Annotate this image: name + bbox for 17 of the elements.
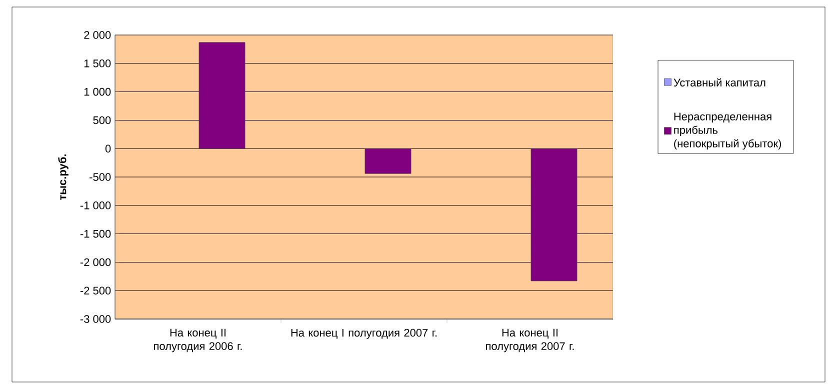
x-tick-label: На конец II полугодия 2007 г. xyxy=(486,328,574,352)
legend-label: Уставный капитал xyxy=(674,78,766,86)
x-tick-label: На конец II полугодия 2006 г. xyxy=(154,328,242,352)
y-tick-label: -2 500 xyxy=(80,286,111,294)
y-tick-label: -1 000 xyxy=(80,202,111,210)
y-axis-title: тыс.руб. xyxy=(58,154,68,200)
y-tick-label: 2 000 xyxy=(84,31,111,39)
y-tick-label: -1 500 xyxy=(80,230,111,238)
y-tick-label: 0 xyxy=(105,144,111,152)
y-tick-label: 1 000 xyxy=(84,88,111,96)
y-tick-label: 1 500 xyxy=(84,60,111,68)
y-tick-label: -3 000 xyxy=(80,315,111,323)
legend-label: Нераспределенная прибыль (непокрытый убыток) xyxy=(674,112,782,150)
y-tick-label: -2 000 xyxy=(80,258,111,266)
y-tick-label: 500 xyxy=(93,116,111,124)
x-tick-label: На конец I полугодия 2007 г. xyxy=(291,328,437,339)
y-tick-label: -500 xyxy=(90,173,111,181)
